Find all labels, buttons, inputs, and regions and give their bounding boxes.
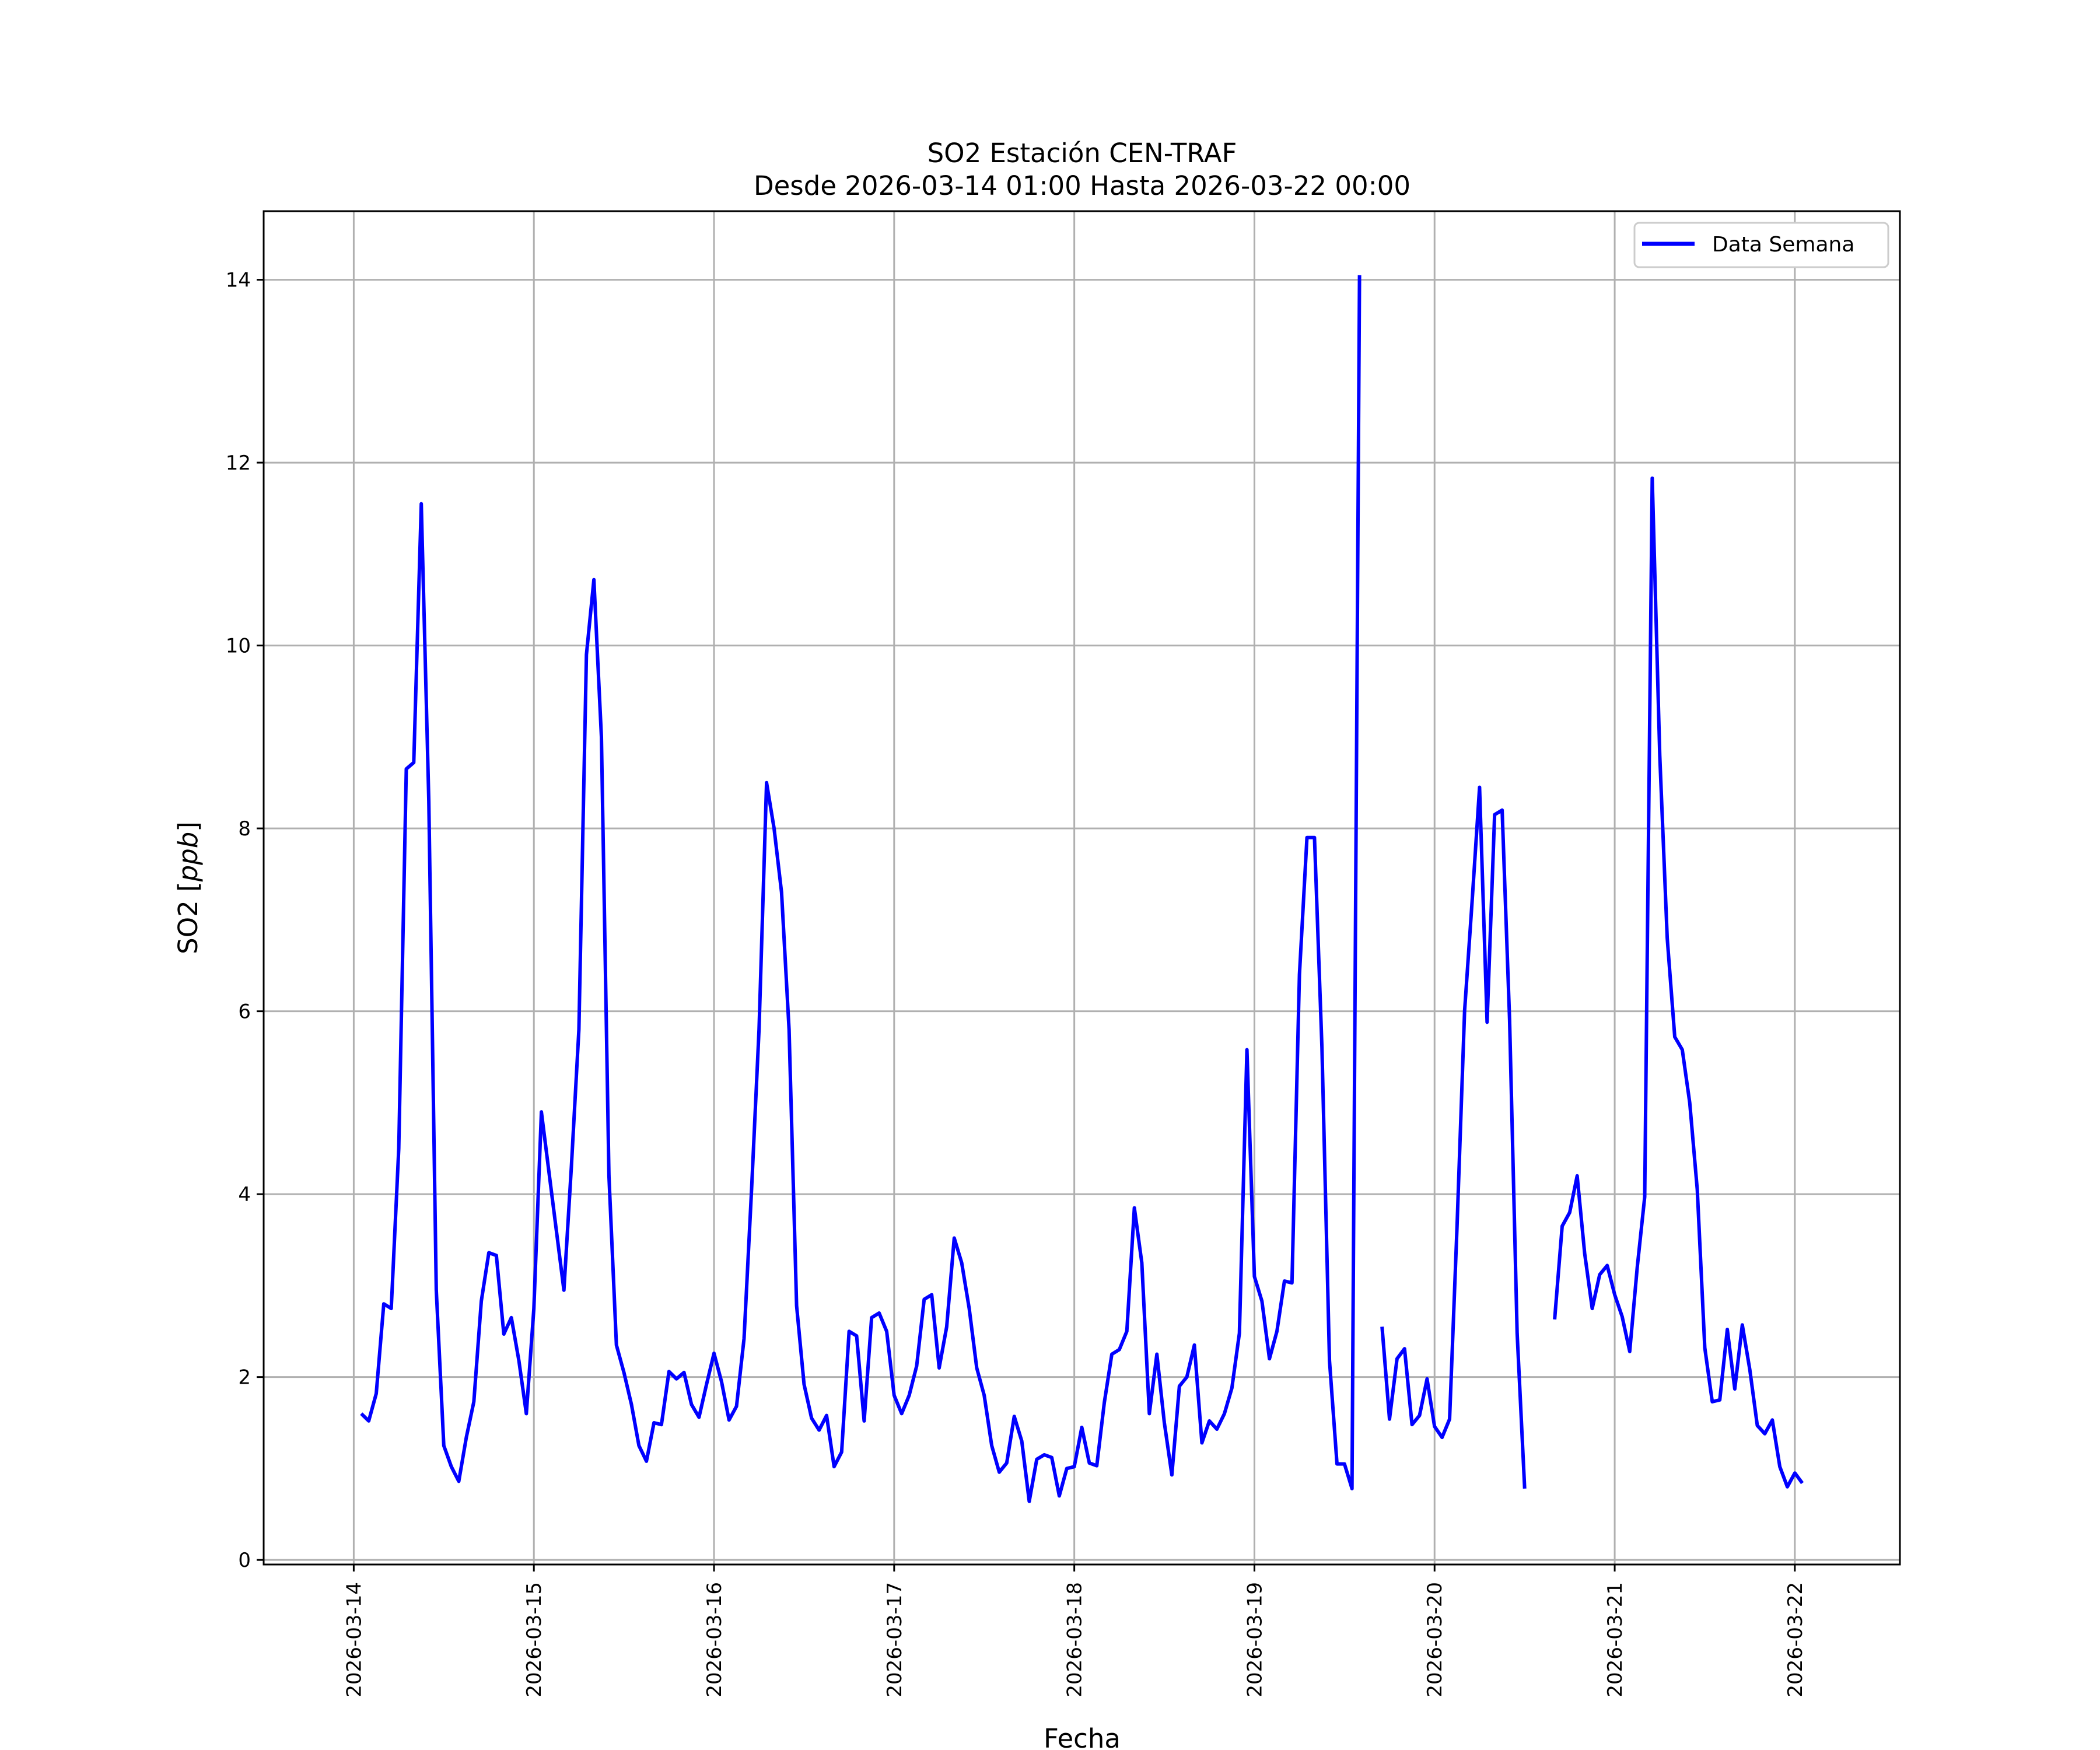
legend-box xyxy=(1633,222,1889,268)
series-lines xyxy=(360,275,1804,1503)
series-line-data-semana xyxy=(360,275,1804,1503)
x-axis-label: Fecha xyxy=(1044,1723,1121,1750)
y-axis-label-unit: ppb xyxy=(173,832,204,883)
plot-area-frame xyxy=(262,210,1901,1566)
grid-lines xyxy=(264,211,1900,1564)
chart-title: SO2 Estación CEN-TRAF xyxy=(928,138,1237,169)
y-axis-label: SO2 [ppb] xyxy=(173,821,204,954)
x-tick-label: 2026-03-15 xyxy=(523,1582,546,1698)
y-axis-label-prefix: SO2 [ xyxy=(173,881,204,954)
chart-subtitle: Desde 2026-03-14 01:00 Hasta 2026-03-22 … xyxy=(754,170,1410,201)
y-tick-label: 4 xyxy=(238,1183,251,1206)
legend: Data Semana xyxy=(1633,222,1889,268)
x-tick-label: 2026-03-20 xyxy=(1423,1582,1447,1698)
y-tick-label: 8 xyxy=(238,817,251,841)
y-tick-label: 12 xyxy=(226,452,251,475)
x-tick-label: 2026-03-22 xyxy=(1784,1582,1807,1698)
x-tick-label: 2026-03-19 xyxy=(1243,1582,1266,1698)
x-tick-label: 2026-03-18 xyxy=(1063,1582,1087,1698)
x-tick-label: 2026-03-14 xyxy=(342,1582,366,1698)
y-tick-label: 14 xyxy=(226,269,251,292)
legend-label-data-semana: Data Semana xyxy=(1712,233,1854,257)
x-tick-label: 2026-03-21 xyxy=(1604,1582,1627,1698)
y-tick-label: 0 xyxy=(238,1549,251,1572)
x-tick-label: 2026-03-16 xyxy=(703,1582,726,1698)
y-tick-label: 2 xyxy=(238,1366,251,1390)
y-tick-label: 10 xyxy=(226,635,251,658)
y-axis-label-suffix: ] xyxy=(173,821,204,832)
x-axis-ticks: 2026-03-14 2026-03-15 2026-03-16 2026-03-17… xyxy=(342,1564,1807,1698)
y-tick-label: 6 xyxy=(238,1000,251,1024)
x-tick-label: 2026-03-17 xyxy=(883,1582,907,1698)
y-axis-ticks: 0 2 4 6 8 10 12 14 xyxy=(226,269,264,1572)
